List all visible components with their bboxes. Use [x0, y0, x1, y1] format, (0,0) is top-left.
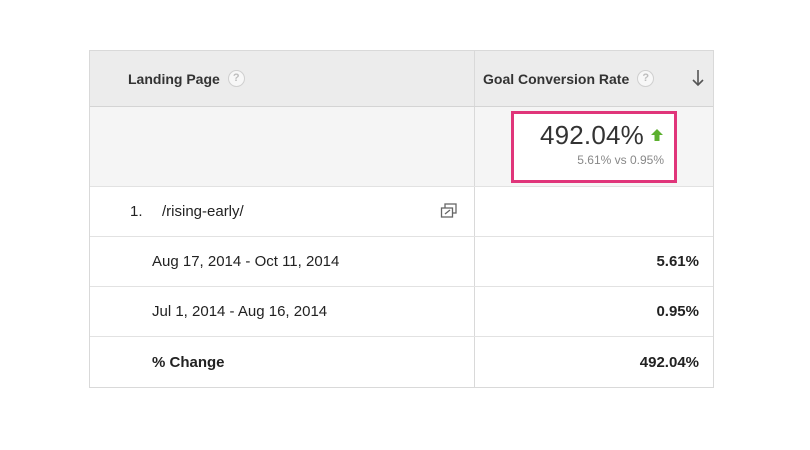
summary-right-cell: 492.04% 5.61% vs 0.95% — [475, 107, 713, 186]
header-landing-page[interactable]: Landing Page ? — [90, 51, 475, 106]
sub-row-value: 492.04% — [639, 353, 699, 371]
sub-row-value: 0.95% — [656, 303, 699, 320]
summary-value: 492.04% — [539, 119, 644, 150]
sub-row-label-cell: % Change — [90, 337, 475, 387]
row-page-link[interactable]: /rising-early/ — [162, 203, 244, 220]
sub-row-label-cell: Jul 1, 2014 - Aug 16, 2014 — [90, 287, 475, 336]
table-header: Landing Page ? Goal Conversion Rate ? — [90, 51, 713, 107]
header-goal-conversion-rate[interactable]: Goal Conversion Rate ? — [475, 51, 713, 106]
sub-row-label-cell: Aug 17, 2014 - Oct 11, 2014 — [90, 237, 475, 286]
table-sub-row: Aug 17, 2014 - Oct 11, 2014 5.61% — [90, 237, 713, 287]
summary-row: 492.04% 5.61% vs 0.95% — [90, 107, 713, 187]
header-landing-page-label: Landing Page — [128, 70, 220, 87]
summary-left-cell — [90, 107, 475, 186]
row-index: 1. — [130, 203, 143, 220]
sub-row-label: Aug 17, 2014 - Oct 11, 2014 — [152, 253, 340, 270]
row-landing-page-cell: 1. /rising-early/ — [90, 187, 475, 236]
header-goal-conversion-rate-label: Goal Conversion Rate — [483, 70, 630, 87]
up-arrow-icon — [651, 129, 663, 141]
report-table: Landing Page ? Goal Conversion Rate ? 49… — [89, 50, 714, 388]
summary-comparison: 5.61% vs 0.95% — [577, 152, 664, 167]
sub-row-value-cell: 0.95% — [475, 287, 713, 336]
sub-row-label: % Change — [152, 353, 225, 371]
sub-row-value-cell: 5.61% — [475, 237, 713, 286]
sub-row-value-cell: 492.04% — [475, 337, 713, 387]
sort-descending-icon[interactable] — [691, 68, 705, 88]
summary-highlight-box: 492.04% 5.61% vs 0.95% — [511, 110, 677, 183]
table-sub-row: Jul 1, 2014 - Aug 16, 2014 0.95% — [90, 287, 713, 337]
table-row: 1. /rising-early/ — [90, 187, 713, 237]
sub-row-value: 5.61% — [656, 253, 699, 270]
summary-value-line: 492.04% — [540, 120, 664, 151]
table-sub-row: % Change 492.04% — [90, 337, 713, 387]
sub-row-label: Jul 1, 2014 - Aug 16, 2014 — [152, 303, 328, 320]
open-external-icon[interactable] — [440, 203, 458, 219]
row-value-cell — [475, 187, 713, 236]
help-icon[interactable]: ? — [227, 70, 245, 87]
help-icon[interactable]: ? — [637, 70, 655, 87]
